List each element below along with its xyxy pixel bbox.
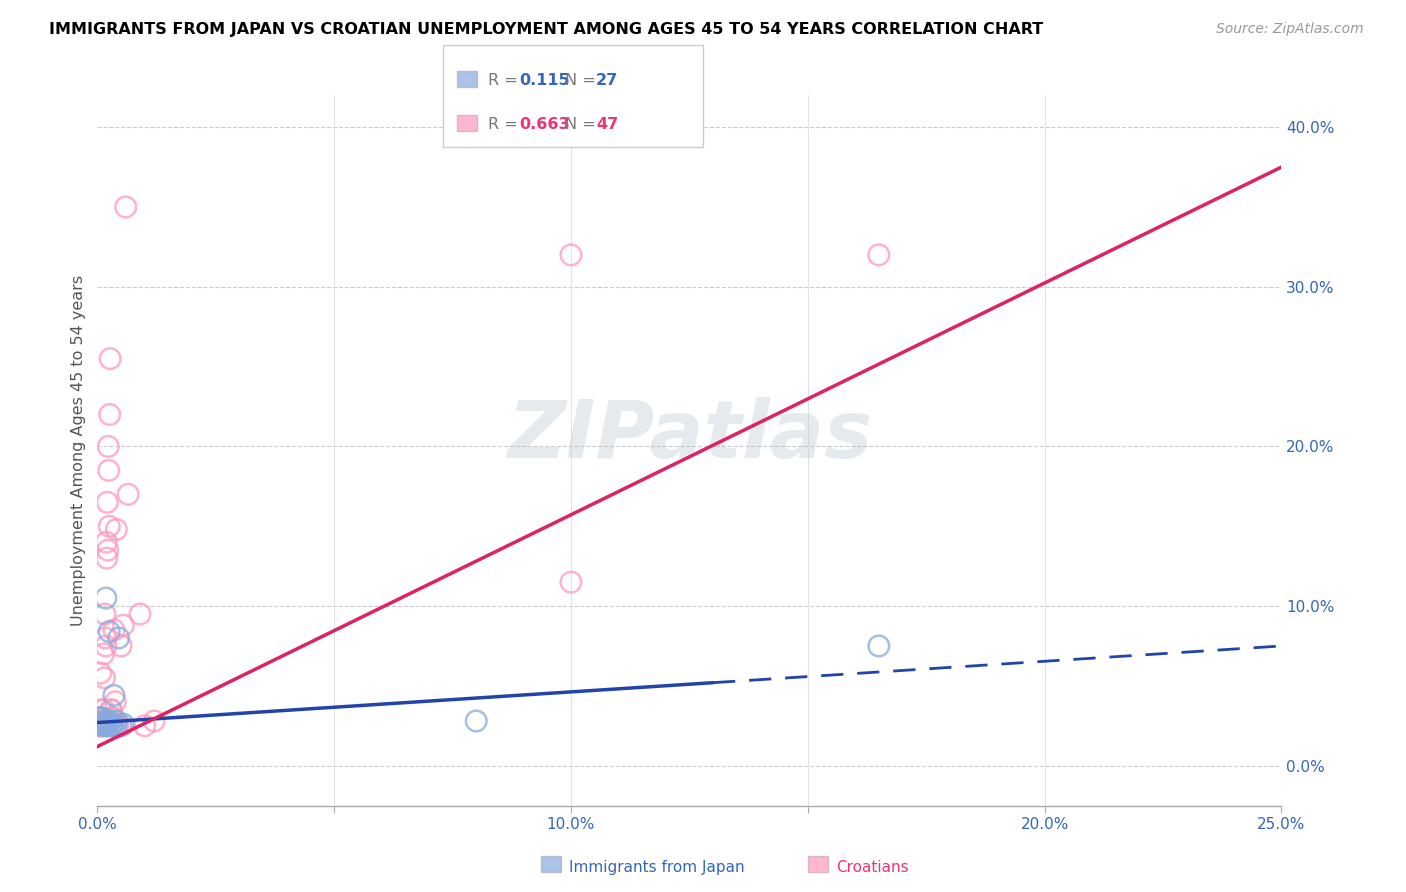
Point <box>104 695 127 709</box>
Y-axis label: Unemployment Among Ages 45 to 54 years: Unemployment Among Ages 45 to 54 years <box>72 275 86 626</box>
Point <box>560 248 582 262</box>
Text: ZIPatlas: ZIPatlas <box>508 397 872 475</box>
Point <box>105 523 128 537</box>
Point <box>101 717 124 731</box>
Point <box>91 719 114 733</box>
Point <box>97 543 120 558</box>
Point <box>110 639 132 653</box>
Point <box>97 719 120 733</box>
Point <box>143 714 166 728</box>
Point <box>96 551 118 566</box>
Point <box>89 719 111 733</box>
Point <box>87 711 110 725</box>
Point <box>87 711 110 725</box>
Point <box>96 714 118 728</box>
Point <box>105 719 128 733</box>
Text: Croatians: Croatians <box>837 861 910 875</box>
Point <box>90 703 112 717</box>
Point <box>94 639 117 653</box>
Point <box>100 714 122 728</box>
Point <box>98 408 121 422</box>
Point <box>87 719 110 733</box>
Point <box>100 719 122 733</box>
Text: IMMIGRANTS FROM JAPAN VS CROATIAN UNEMPLOYMENT AMONG AGES 45 TO 54 YEARS CORRELA: IMMIGRANTS FROM JAPAN VS CROATIAN UNEMPL… <box>49 22 1043 37</box>
Text: Immigrants from Japan: Immigrants from Japan <box>569 861 745 875</box>
Point <box>98 717 121 731</box>
Point <box>112 618 135 632</box>
Point <box>103 623 125 637</box>
Text: 0.115: 0.115 <box>519 73 569 88</box>
Text: Source: ZipAtlas.com: Source: ZipAtlas.com <box>1216 22 1364 37</box>
Point <box>107 719 129 733</box>
Point <box>100 703 122 717</box>
Point <box>98 351 121 366</box>
Point <box>110 719 132 733</box>
Point <box>104 719 127 733</box>
Point <box>101 719 124 733</box>
Point <box>93 703 115 717</box>
Text: R =: R = <box>488 73 523 88</box>
Point <box>98 519 121 533</box>
Point <box>89 711 111 725</box>
Point <box>93 714 115 728</box>
Point <box>91 717 114 731</box>
Point <box>89 715 111 730</box>
Text: R =: R = <box>488 117 523 132</box>
Point <box>465 714 488 728</box>
Point <box>107 631 129 645</box>
Point <box>101 711 124 725</box>
Point <box>105 714 128 728</box>
Point <box>91 714 114 728</box>
Point <box>96 535 118 549</box>
Point <box>89 714 111 728</box>
Point <box>93 671 115 685</box>
Point <box>93 715 115 730</box>
Text: 0.663: 0.663 <box>519 117 569 132</box>
Text: 27: 27 <box>596 73 619 88</box>
Point <box>97 440 120 454</box>
Point <box>101 711 124 725</box>
Text: 47: 47 <box>596 117 619 132</box>
Point <box>94 719 117 733</box>
Point <box>868 639 890 653</box>
Point <box>90 719 112 733</box>
Point <box>868 248 890 262</box>
Point <box>103 689 125 703</box>
Point <box>117 487 139 501</box>
Point <box>93 647 115 661</box>
Point <box>94 717 117 731</box>
Point <box>129 607 152 621</box>
Point <box>112 717 135 731</box>
Point <box>93 719 115 733</box>
Point <box>91 711 114 725</box>
Point <box>96 495 118 509</box>
Point <box>94 591 117 606</box>
Point <box>90 666 112 681</box>
Point <box>87 714 110 728</box>
Point <box>98 624 121 639</box>
Point <box>94 607 117 621</box>
Point <box>91 714 114 728</box>
Point <box>560 575 582 590</box>
Point <box>94 631 117 645</box>
Text: N =: N = <box>565 73 602 88</box>
Point <box>91 717 114 731</box>
Point <box>114 200 136 214</box>
Point <box>134 719 156 733</box>
Point <box>90 717 112 731</box>
Point <box>100 703 122 717</box>
Point <box>97 463 120 477</box>
Text: N =: N = <box>565 117 602 132</box>
